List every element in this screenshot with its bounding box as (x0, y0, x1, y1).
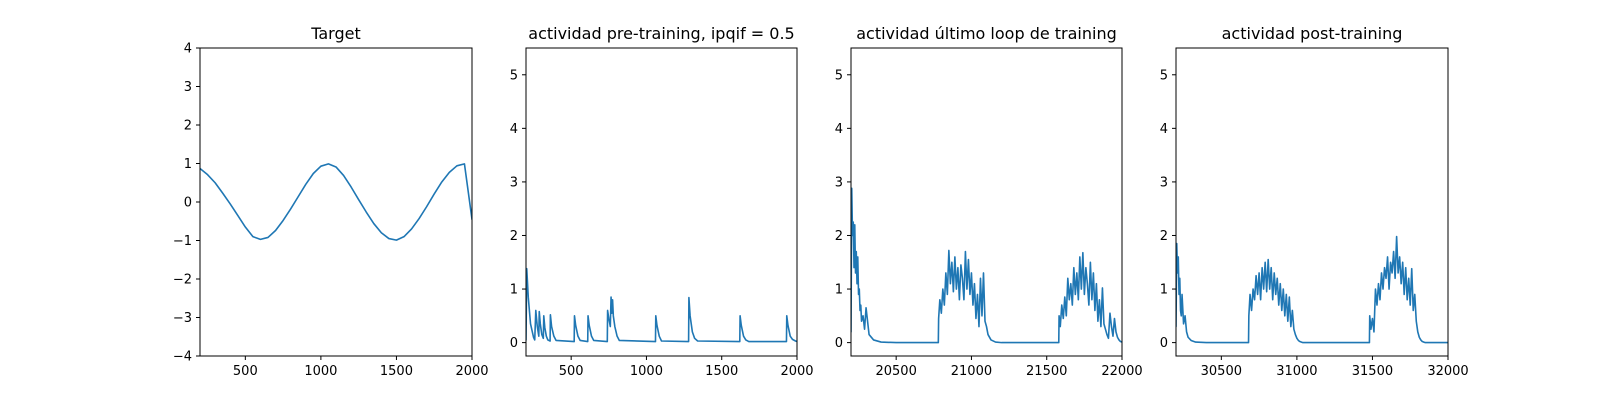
y-tick-label: −1 (173, 234, 192, 249)
y-tick-label: 0 (835, 336, 843, 351)
y-tick-label: 2 (510, 229, 518, 244)
y-tick-label: 5 (510, 68, 518, 83)
subplot-target: Target 500 1000 1500 2000 −4 −3 −2 −1 0 1 2 3 4 (173, 24, 489, 379)
y-tick-label: −3 (173, 311, 192, 326)
series-line (200, 163, 472, 241)
y-tick-label: 3 (184, 80, 192, 95)
subplot-post-training: actividad post-training 30500 31000 31500 3… (1160, 24, 1469, 379)
axes-frame (525, 47, 798, 357)
y-tick-label: 5 (1160, 68, 1168, 83)
y-tick-label: 2 (1160, 229, 1168, 244)
y-tick-label: 4 (835, 122, 843, 137)
subplot-title: actividad último loop de training (856, 24, 1117, 43)
y-tick-label: 1 (835, 283, 843, 298)
y-tick-label: −4 (173, 350, 192, 365)
subplot-pre-training: actividad pre-training, ipqif = 0.5 500 1… (510, 24, 814, 379)
x-tick-label: 500 (559, 364, 584, 379)
y-tick-label: 0 (1160, 336, 1168, 351)
y-tick-label: 2 (184, 119, 192, 134)
x-tick-label: 22000 (1101, 364, 1142, 379)
series-line (851, 187, 1122, 344)
subplot-last-training-loop: actividad último loop de training 20500 2… (835, 24, 1143, 379)
x-tick-label: 21500 (1026, 364, 1067, 379)
y-tick-label: 3 (835, 175, 843, 190)
y-tick-label: 4 (510, 122, 518, 137)
y-tick-label: 3 (510, 175, 518, 190)
subplot-title: actividad post-training (1222, 24, 1403, 43)
x-tick-label: 30500 (1201, 364, 1242, 379)
y-tick-label: 1 (510, 283, 518, 298)
y-tick-label: 2 (835, 229, 843, 244)
y-tick-label: 1 (184, 157, 192, 172)
x-tick-label: 500 (233, 364, 258, 379)
x-tick-label: 1500 (380, 364, 413, 379)
y-tick-label: 3 (1160, 175, 1168, 190)
y-tick-label: 5 (835, 68, 843, 83)
subplot-title: actividad pre-training, ipqif = 0.5 (528, 24, 794, 43)
y-tick-label: 0 (510, 336, 518, 351)
x-tick-label: 1500 (705, 364, 738, 379)
x-tick-label: 1000 (630, 364, 663, 379)
y-tick-label: 4 (1160, 122, 1168, 137)
axes-frame (1175, 47, 1449, 357)
x-tick-label: 31500 (1352, 364, 1393, 379)
y-tick-label: 1 (1160, 283, 1168, 298)
x-tick-label: 1000 (304, 364, 337, 379)
y-tick-label: 0 (184, 196, 192, 211)
y-tick-label: 4 (184, 42, 192, 57)
series-line (1176, 235, 1448, 344)
x-tick-label: 2000 (780, 364, 813, 379)
x-tick-label: 20500 (875, 364, 916, 379)
y-tick-label: −2 (173, 273, 192, 288)
x-tick-label: 31000 (1276, 364, 1317, 379)
subplot-title: Target (310, 24, 361, 43)
x-tick-label: 32000 (1427, 364, 1468, 379)
x-tick-label: 2000 (455, 364, 488, 379)
axes-frame (850, 47, 1123, 357)
x-tick-label: 21000 (951, 364, 992, 379)
series-line (526, 267, 797, 343)
